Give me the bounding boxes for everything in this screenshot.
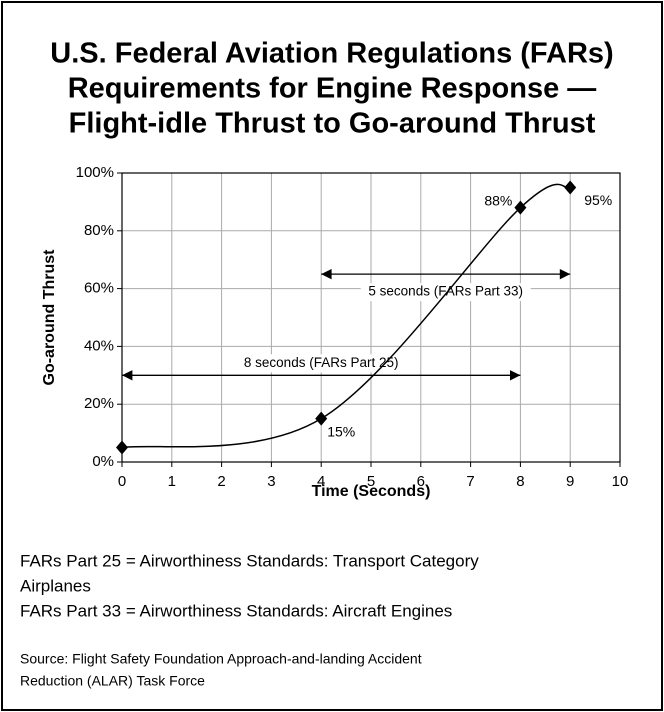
note: FARs Part 25 = Airworthiness Standards: … [20, 551, 479, 570]
y-tick-label: 60% [84, 280, 114, 297]
annotation-bg [360, 283, 531, 302]
x-tick-label: 6 [417, 473, 425, 490]
data-label: 95% [584, 192, 612, 208]
x-tick-label: 2 [217, 473, 225, 490]
x-tick-label: 3 [267, 473, 275, 490]
y-tick-label: 0% [92, 453, 114, 470]
y-tick-label: 80% [84, 222, 114, 239]
x-tick-label: 7 [466, 473, 474, 490]
source: Reduction (ALAR) Task Force [20, 673, 205, 689]
y-tick-label: 40% [84, 337, 114, 354]
x-tick-label: 9 [566, 473, 574, 490]
x-tick-label: 5 [367, 473, 375, 490]
x-tick-label: 4 [317, 473, 325, 490]
x-tick-label: 8 [516, 473, 524, 490]
marker [564, 180, 577, 195]
note: Airplanes [20, 576, 91, 595]
x-tick-label: 10 [612, 473, 629, 490]
x-tick-label: 0 [118, 473, 126, 490]
source: Source: Flight Safety Foundation Approac… [20, 651, 422, 667]
marker [116, 440, 128, 455]
chart-title: Requirements for Engine Response — [68, 73, 597, 105]
y-tick-label: 20% [84, 395, 114, 412]
x-tick-label: 1 [168, 473, 176, 490]
note: FARs Part 33 = Airworthiness Standards: … [20, 601, 452, 620]
chart-title: Flight-idle Thrust to Go-around Thrust [69, 108, 596, 140]
marker [315, 411, 328, 426]
data-label: 88% [484, 192, 512, 208]
plot-frame [121, 172, 621, 463]
data-label: 15% [327, 423, 355, 439]
chart-title: U.S. Federal Aviation Regulations (FARs) [50, 38, 613, 70]
line [121, 183, 571, 449]
annotation: 5 seconds (FARs Part 33) [368, 284, 523, 299]
marker [514, 200, 527, 215]
annotation-bg [236, 354, 407, 373]
x-axis-label: Time (Seconds) [312, 483, 431, 500]
y-axis-label: Go-around Thrust [41, 249, 58, 386]
annotation: 8 seconds (FARs Part 25) [244, 355, 399, 370]
y-tick-label: 100% [76, 164, 114, 181]
